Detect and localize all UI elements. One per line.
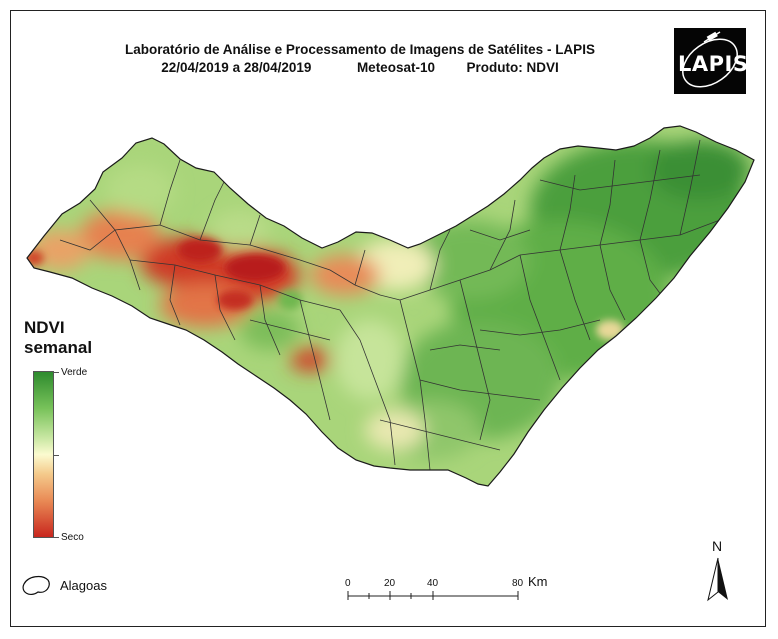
boundary-legend-icon	[22, 575, 50, 596]
scale-tick-40: 40	[427, 578, 439, 589]
north-arrow-icon	[707, 557, 728, 602]
legend-label-verde: Verde	[61, 367, 88, 378]
map-title: Laboratório de Análise e Processamento d…	[125, 42, 595, 57]
satellite-name: Meteosat-10	[356, 60, 435, 75]
boundary-legend-label: Alagoas	[60, 578, 107, 593]
product-name: Produto: NDVI	[466, 60, 559, 75]
legend-label-seco: Seco	[61, 532, 84, 543]
north-label: N	[712, 538, 723, 554]
legend-tick-mid	[54, 455, 59, 456]
legend-tick-bottom	[54, 537, 59, 538]
logo-text: LAPIS	[678, 52, 749, 76]
lapis-logo: LAPIS	[674, 28, 749, 94]
scale-unit: Km	[528, 574, 548, 589]
legend-tick-top	[54, 372, 59, 373]
map-subtitle: 22/04/2019 a 28/04/2019 Meteosat-10 Prod…	[60, 60, 660, 75]
ndvi-color-ramp	[33, 371, 54, 538]
scale-tick-80: 80	[512, 578, 524, 589]
scale-tick-0: 0	[345, 578, 351, 589]
satellite-icon	[682, 31, 738, 88]
scale-tick-20: 20	[384, 578, 396, 589]
legend-title-line2: semanal	[24, 338, 93, 357]
legend-title-line1: NDVI	[24, 318, 65, 337]
scale-bar	[347, 591, 519, 600]
ndvi-raster	[27, 126, 754, 486]
date-range: 22/04/2019 a 28/04/2019	[161, 60, 312, 75]
